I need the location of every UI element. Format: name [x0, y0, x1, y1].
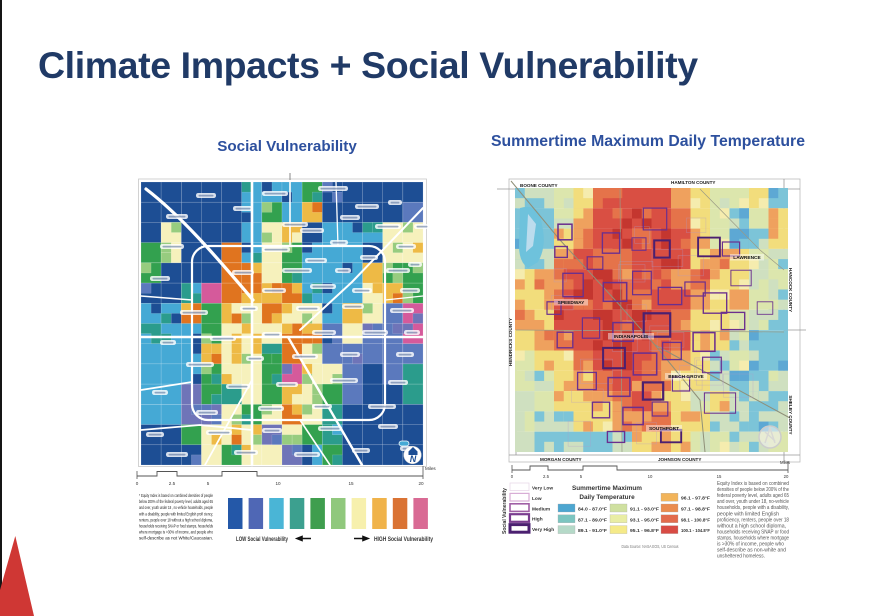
svg-text:households receiving SNAP or f: households receiving SNAP or food stamps… — [139, 524, 213, 529]
svg-text:SHELBY COUNTY: SHELBY COUNTY — [788, 395, 793, 434]
svg-text:HENDRICKS COUNTY: HENDRICKS COUNTY — [508, 318, 513, 366]
svg-text:91.1 - 93.0°F: 91.1 - 93.0°F — [630, 507, 659, 512]
svg-text:10: 10 — [648, 474, 653, 479]
svg-text:N: N — [410, 454, 417, 464]
svg-text:97.1 - 98.8°F: 97.1 - 98.8°F — [681, 507, 710, 512]
svg-text:98.1 - 100.8°F: 98.1 - 100.8°F — [681, 517, 710, 522]
svg-text:HIGH Social Vulnerability: HIGH Social Vulnerability — [374, 537, 434, 543]
svg-text:proficiency, renters, people o: proficiency, renters, people over 18 — [717, 517, 789, 523]
svg-text:unsheltered homeless.: unsheltered homeless. — [717, 554, 765, 560]
svg-text:Daily Temperature: Daily Temperature — [579, 494, 635, 501]
svg-text:with a disability, people with: with a disability, people with limited E… — [139, 511, 213, 516]
svg-text:Social Vulnerability: Social Vulnerability — [502, 488, 508, 534]
svg-text:renters, people over 18 withou: renters, people over 18 without a high s… — [139, 517, 213, 522]
svg-text:96.1 - 97.8°F: 96.1 - 97.8°F — [681, 496, 710, 501]
svg-text:5: 5 — [207, 481, 210, 486]
svg-text:* Equity Index is based on com: * Equity Index is based on combined dens… — [139, 493, 213, 498]
svg-text:5: 5 — [580, 474, 583, 479]
svg-text:SOUTHPORT: SOUTHPORT — [649, 426, 679, 432]
svg-text:households, people with a disa: households, people with a disability, — [717, 505, 789, 511]
svg-text:20: 20 — [418, 481, 424, 486]
svg-text:2.5: 2.5 — [543, 474, 550, 479]
svg-text:Very High: Very High — [532, 527, 554, 533]
svg-text:95.1 - 96.8°F: 95.1 - 96.8°F — [630, 528, 659, 533]
svg-text:federal poverty level, adults: federal poverty level, adults aged 65 — [717, 493, 789, 499]
svg-text:10: 10 — [275, 481, 281, 486]
svg-text:self-describe as non-white and: self-describe as non-white and — [717, 548, 786, 554]
svg-text:people with limited English: people with limited English — [717, 511, 779, 517]
svg-text:INDIANAPOLIS: INDIANAPOLIS — [614, 334, 649, 340]
svg-text:Miles: Miles — [780, 460, 790, 465]
svg-text:BEECH GROVE: BEECH GROVE — [668, 374, 704, 380]
svg-text:15: 15 — [348, 481, 354, 486]
svg-text:84.0 - 87.0°F: 84.0 - 87.0°F — [578, 507, 607, 512]
svg-text:without a high school diploma,: without a high school diploma, — [717, 523, 786, 529]
svg-text:0: 0 — [511, 474, 514, 479]
svg-text:2.5: 2.5 — [169, 481, 176, 486]
svg-text:LAWRENCE: LAWRENCE — [733, 255, 761, 261]
svg-text:below 200% of the federal pove: below 200% of the federal poverty level,… — [139, 499, 213, 504]
svg-text:High: High — [532, 517, 543, 523]
svg-text:stamps, households where mortg: stamps, households where mortgage — [717, 535, 789, 541]
svg-text:Very Low: Very Low — [532, 486, 553, 492]
svg-text:89.1 - 91.0°F: 89.1 - 91.0°F — [578, 528, 607, 533]
svg-text:100.1 - 104.8°F: 100.1 - 104.8°F — [681, 528, 710, 533]
svg-text:Miles: Miles — [425, 466, 436, 471]
svg-text:Medium: Medium — [532, 506, 550, 512]
svg-text:where mortgage is >30% of inco: where mortgage is >30% of income, and pe… — [139, 530, 213, 535]
svg-text:BOONE COUNTY: BOONE COUNTY — [520, 183, 558, 188]
svg-text:densities of people below 200%: densities of people below 200% of the — [717, 487, 789, 493]
svg-text:Data Source: NASA EOS, US Cens: Data Source: NASA EOS, US Census — [622, 544, 679, 550]
svg-text:MORGAN COUNTY: MORGAN COUNTY — [540, 457, 582, 462]
svg-text:0: 0 — [136, 481, 139, 486]
svg-text:is >30% of income, people who: is >30% of income, people who — [717, 542, 784, 548]
svg-text:Low: Low — [532, 496, 542, 502]
svg-text:HAMILTON COUNTY: HAMILTON COUNTY — [671, 180, 716, 185]
svg-text:20: 20 — [784, 474, 789, 479]
svg-text:and over, youth under 18 , no-: and over, youth under 18 , no-vehicle ho… — [139, 505, 213, 510]
svg-text:87.1 - 89.0°F: 87.1 - 89.0°F — [578, 517, 607, 522]
svg-text:Summertime Maximum: Summertime Maximum — [572, 485, 642, 492]
svg-text:JOHNSON COUNTY: JOHNSON COUNTY — [658, 457, 701, 462]
svg-text:LOW Social Vulnerability: LOW Social Vulnerability — [236, 537, 288, 543]
svg-text:SPEEDWAY: SPEEDWAY — [558, 300, 586, 306]
svg-text:and over, youth under 18, no-v: and over, youth under 18, no-vehicle — [717, 499, 789, 505]
svg-text:self-describe as not White/Cau: self-describe as not White/Caucasian. — [139, 536, 213, 541]
svg-text:HANCOCK COUNTY: HANCOCK COUNTY — [788, 268, 793, 312]
svg-text:93.1 - 95.0°F: 93.1 - 95.0°F — [630, 517, 659, 522]
svg-text:15: 15 — [717, 474, 722, 479]
svg-text:households receiving SNAP or f: households receiving SNAP or food — [717, 529, 789, 535]
svg-text:Equity Index is based on combi: Equity Index is based on combined — [717, 481, 789, 487]
